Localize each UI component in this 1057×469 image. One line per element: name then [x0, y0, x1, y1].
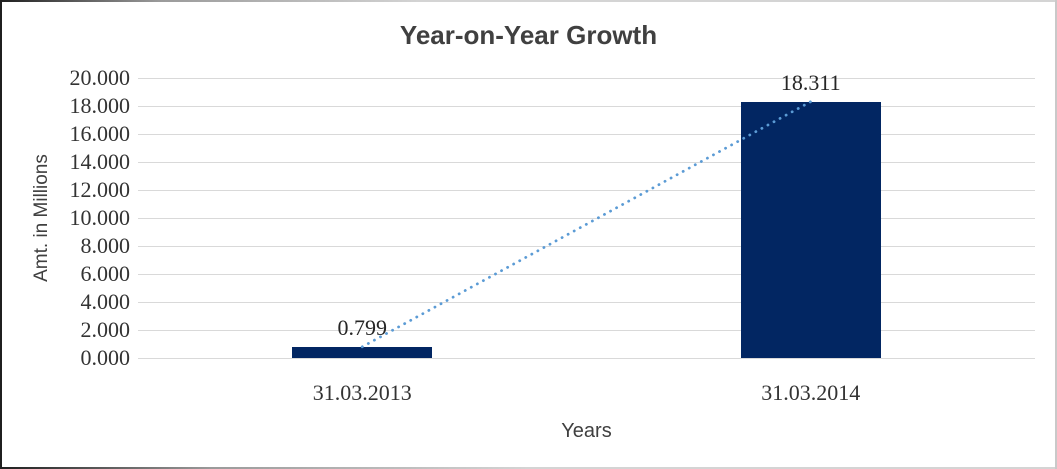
y-tick-label: 0.000 — [80, 345, 131, 370]
x-tick-label: 31.03.2014 — [761, 380, 861, 405]
trendline — [360, 100, 813, 349]
gridline — [138, 105, 1035, 107]
gridline — [138, 357, 1035, 359]
y-tick-label: 12.000 — [69, 177, 131, 202]
gridline — [138, 77, 1035, 79]
chart-frame-right-border — [1055, 0, 1057, 469]
data-label: 18.311 — [780, 69, 841, 95]
y-tick-label: 2.000 — [80, 317, 131, 342]
plot-area — [138, 77, 1035, 359]
gridline — [138, 245, 1035, 247]
gridline — [138, 273, 1035, 275]
gridline — [138, 329, 1035, 331]
chart-frame-left-border — [0, 0, 2, 469]
x-axis-title: Years — [561, 420, 612, 442]
y-tick-label: 14.000 — [69, 149, 131, 174]
chart-title: Year-on-Year Growth — [399, 20, 658, 50]
y-tick-label: 20.000 — [69, 65, 131, 90]
gridline — [138, 161, 1035, 163]
gridline — [138, 217, 1035, 219]
y-tick-label: 18.000 — [69, 93, 131, 118]
gridline — [138, 189, 1035, 191]
gridline — [138, 301, 1035, 303]
y-tick-label: 4.000 — [80, 289, 131, 314]
bar-31.03.2014 — [740, 101, 881, 358]
y-tick-label: 6.000 — [80, 261, 131, 286]
y-tick-label: 16.000 — [69, 121, 131, 146]
gridline — [138, 133, 1035, 135]
chart-frame-top-border — [0, 0, 1057, 2]
y-tick-label: 8.000 — [80, 233, 131, 258]
y-tick-label: 10.000 — [69, 205, 131, 230]
bar-31.03.2013 — [292, 346, 433, 358]
chart-frame-bottom-border — [0, 467, 1057, 469]
data-label: 0.799 — [337, 314, 388, 340]
x-tick-label: 31.03.2013 — [312, 380, 412, 405]
